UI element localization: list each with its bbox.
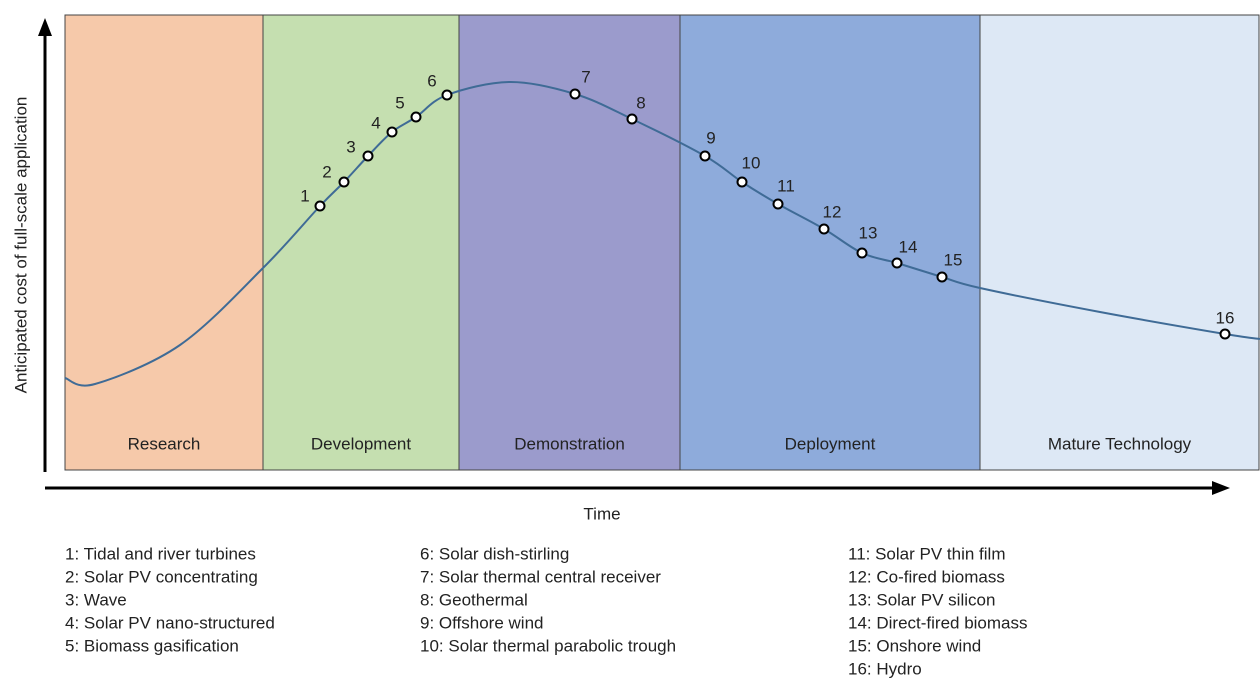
- y-arrow: [38, 18, 52, 36]
- stage-label: Mature Technology: [1048, 434, 1192, 453]
- point-label: 6: [427, 71, 436, 90]
- legend-item: 13: Solar PV silicon: [848, 590, 995, 609]
- point-marker: [410, 111, 422, 123]
- legend-item: 15: Onshore wind: [848, 636, 981, 655]
- point-marker: [891, 257, 903, 269]
- legend-item: 16: Hydro: [848, 659, 922, 678]
- point-label: 16: [1216, 308, 1235, 327]
- point-marker: [936, 271, 948, 283]
- legend: 1: Tidal and river turbines 2: Solar PV c…: [65, 544, 1028, 678]
- legend-item: 7: Solar thermal central receiver: [420, 567, 661, 586]
- point-marker: [699, 150, 711, 162]
- point-marker: [818, 223, 830, 235]
- point-label: 9: [706, 128, 715, 147]
- point-marker: [736, 176, 748, 188]
- point-label: 12: [823, 202, 842, 221]
- y-axis-label: Anticipated cost of full-scale applicati…: [11, 97, 30, 394]
- point-marker: [314, 200, 326, 212]
- point-marker: [338, 176, 350, 188]
- legend-item: 1: Tidal and river turbines: [65, 544, 256, 563]
- x-axis-label: Time: [583, 504, 620, 523]
- point-marker: [1219, 328, 1231, 340]
- stage-label: Research: [128, 434, 201, 453]
- point-label: 13: [859, 223, 878, 242]
- point-marker: [772, 198, 784, 210]
- legend-item: 5: Biomass gasification: [65, 636, 239, 655]
- point-label: 1: [300, 186, 309, 205]
- point-marker: [386, 126, 398, 138]
- legend-item: 14: Direct-fired biomass: [848, 613, 1028, 632]
- point-label: 4: [371, 113, 380, 132]
- point-marker: [441, 89, 453, 101]
- legend-item: 9: Offshore wind: [420, 613, 543, 632]
- point-label: 11: [777, 176, 795, 195]
- point-marker: [569, 88, 581, 100]
- legend-item: 10: Solar thermal parabolic trough: [420, 636, 676, 655]
- legend-item: 2: Solar PV concentrating: [65, 567, 258, 586]
- stage-label: Development: [311, 434, 411, 453]
- legend-item: 4: Solar PV nano-structured: [65, 613, 275, 632]
- point-label: 7: [581, 67, 590, 86]
- legend-item: 8: Geothermal: [420, 590, 528, 609]
- stage-band: [679, 14, 981, 471]
- point-marker: [856, 247, 868, 259]
- point-label: 10: [742, 153, 761, 172]
- cost-curve: [64, 80, 1260, 387]
- point-marker: [362, 150, 374, 162]
- legend-item: 6: Solar dish-stirling: [420, 544, 569, 563]
- point-label: 2: [322, 162, 331, 181]
- stages: Research Development Demonstration Deployme…: [64, 14, 1260, 471]
- point-marker: [626, 113, 638, 125]
- x-arrow: [1212, 481, 1230, 495]
- point-label: 5: [395, 93, 404, 112]
- stage-band: [64, 14, 264, 471]
- point-label: 8: [636, 93, 645, 112]
- point-label: 15: [944, 250, 963, 269]
- stage-band: [262, 14, 460, 471]
- stage-band: [979, 14, 1260, 471]
- point-label: 14: [899, 237, 918, 256]
- legend-item: 3: Wave: [65, 590, 127, 609]
- legend-item: 12: Co-fired biomass: [848, 567, 1005, 586]
- point-label: 3: [346, 137, 355, 156]
- stage-label: Deployment: [785, 434, 876, 453]
- stage-band: [458, 14, 681, 471]
- legend-item: 11: Solar PV thin film: [848, 544, 1005, 563]
- stage-label: Demonstration: [514, 434, 625, 453]
